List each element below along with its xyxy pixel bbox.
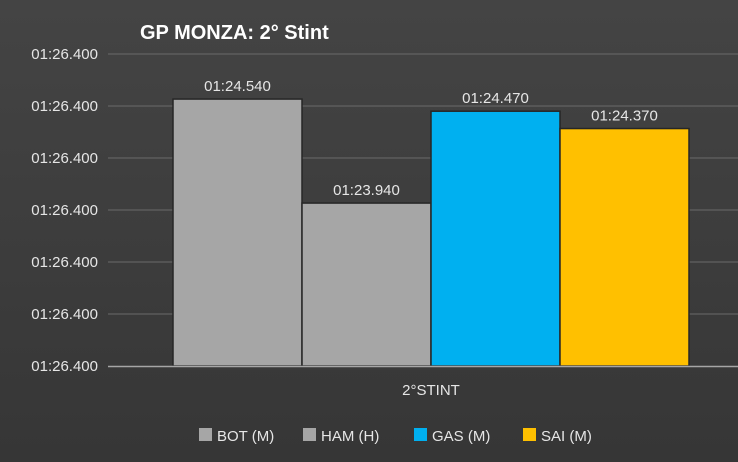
data-label: 01:23.940	[333, 182, 400, 199]
bar	[172, 98, 303, 367]
y-tick-label: 01:26.400	[31, 202, 98, 219]
legend-item: HAM (H)	[303, 428, 379, 445]
legend-swatch	[414, 428, 427, 441]
legend-swatch	[303, 428, 316, 441]
data-label: 01:24.540	[204, 78, 271, 95]
legend-label: SAI (M)	[541, 428, 592, 445]
legend-swatch	[523, 428, 536, 441]
bars	[172, 98, 690, 367]
legend-item: BOT (M)	[199, 428, 274, 445]
x-category-label: 2°STINT	[402, 382, 460, 399]
y-axis-ticks: 01:26.400 01:26.400 01:26.400 01:26.400 01:2…	[31, 46, 98, 375]
y-tick-label: 01:26.400	[31, 98, 98, 115]
legend-item: SAI (M)	[523, 428, 592, 445]
legend-label: HAM (H)	[321, 428, 379, 445]
y-tick-label: 01:26.400	[31, 254, 98, 271]
bar	[430, 110, 561, 367]
data-label: 01:24.370	[591, 108, 658, 125]
y-tick-label: 01:26.400	[31, 150, 98, 167]
legend-label: BOT (M)	[217, 428, 274, 445]
y-tick-label: 01:26.400	[31, 306, 98, 323]
legend: BOT (M) HAM (H) GAS (M) SAI (M)	[199, 428, 592, 445]
y-tick-label: 01:26.400	[31, 358, 98, 375]
data-label: 01:24.470	[462, 90, 529, 107]
chart-title: GP MONZA: 2° Stint	[140, 22, 329, 44]
bar	[559, 127, 690, 367]
legend-item: GAS (M)	[414, 428, 490, 445]
bar	[301, 202, 432, 367]
legend-label: GAS (M)	[432, 428, 490, 445]
data-labels: 01:24.540 01:23.940 01:24.470 01:24.370	[204, 78, 658, 199]
y-tick-label: 01:26.400	[31, 46, 98, 63]
legend-swatch	[199, 428, 212, 441]
